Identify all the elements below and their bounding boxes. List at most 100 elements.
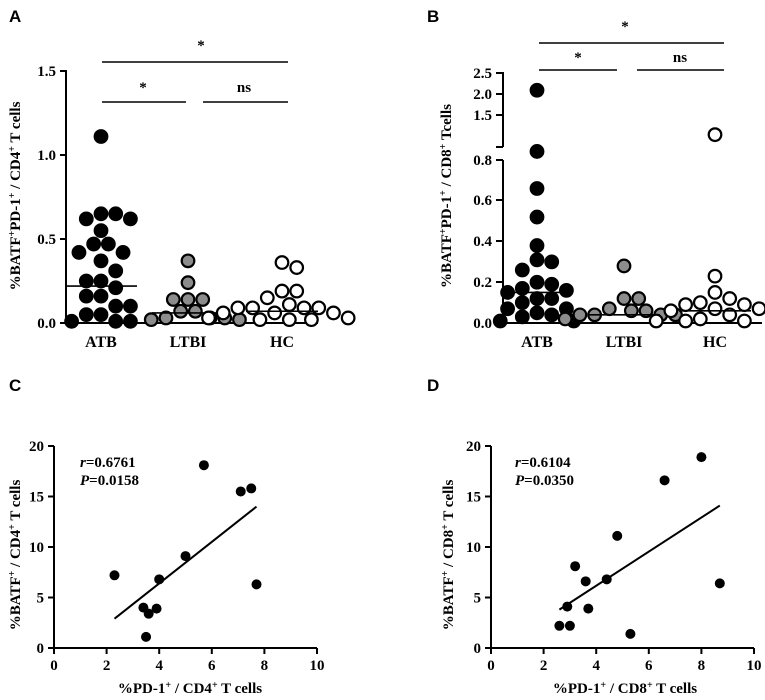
panel-b-point-hc bbox=[722, 307, 738, 323]
panel-a-point-hc bbox=[296, 300, 312, 316]
panel-a-category-label: HC bbox=[270, 334, 294, 351]
panel-b-point-atb bbox=[529, 144, 545, 159]
panel-d-y-tick-label: 5 bbox=[474, 591, 482, 607]
panel-b-y-tick-label: 2.5 bbox=[473, 66, 492, 82]
panel-c-x-tick-label: 2 bbox=[103, 658, 111, 674]
panel-a-point-ltbi bbox=[232, 312, 247, 328]
panel-b-point-ltbi bbox=[616, 258, 632, 274]
panel-b-sig-label: ns bbox=[673, 50, 687, 66]
panel-d-point bbox=[612, 530, 623, 541]
panel-d-axes: 0 2 4 6 8 10 0 5 10 15 20 bbox=[466, 439, 762, 674]
panel-c-p-stat: P=0.0158 bbox=[80, 473, 139, 489]
panel-a-point-hc bbox=[215, 305, 231, 321]
panel-b-label: B bbox=[427, 7, 439, 26]
panel-c-point bbox=[251, 579, 262, 590]
panel-d-point bbox=[601, 574, 612, 585]
panel-b-point-hc bbox=[678, 313, 693, 329]
panel-a-point-atb bbox=[78, 273, 94, 289]
panel-d-point bbox=[554, 620, 565, 631]
panel-c-x-axis-label: %PD-1+ / CD4+ T cells bbox=[118, 680, 262, 698]
panel-d-point bbox=[625, 628, 636, 639]
panel-a-point-ltbi bbox=[180, 253, 196, 269]
panel-c-y-tick-label: 10 bbox=[29, 540, 44, 556]
panel-a-point-atb bbox=[93, 253, 109, 269]
panel-a-sig-label: * bbox=[139, 80, 147, 96]
panel-c-point bbox=[141, 631, 152, 642]
panel-b-point-atb bbox=[492, 313, 508, 329]
panel-d-regression-line bbox=[558, 504, 721, 611]
panel-a-point-hc bbox=[304, 312, 319, 328]
panel-b-point-atb bbox=[514, 295, 530, 311]
panel-c-y-tick-label: 5 bbox=[37, 591, 45, 607]
panel-b-point-hc bbox=[751, 301, 765, 317]
panel-a-point-atb bbox=[108, 298, 124, 314]
panel-b-point-hc bbox=[722, 291, 738, 306]
panel-b-point-ltbi bbox=[601, 301, 617, 317]
panel-b-points bbox=[492, 82, 765, 329]
panel-a-point-atb bbox=[93, 307, 109, 323]
panel-b-point-atb bbox=[514, 280, 530, 296]
panel-b-point-atb bbox=[544, 291, 560, 306]
panel-b-point-hc bbox=[692, 311, 708, 327]
panel-b-y-axis: 0.0 0.2 0.4 0.6 0.8 1.5 2.0 2.5 bbox=[473, 66, 504, 332]
panel-b-y-tick-label: 2.0 bbox=[473, 87, 492, 103]
panel-a-sig-label: ns bbox=[237, 80, 251, 96]
panel-c-y-axis-label: %BATF+ / CD4+ T cells bbox=[7, 480, 25, 631]
panel-c-x-tick-label: 6 bbox=[208, 658, 216, 674]
panel-a-significance: * * ns bbox=[102, 38, 288, 103]
panel-a-point-ltbi bbox=[180, 275, 196, 291]
panel-a-point-atb bbox=[93, 206, 109, 222]
panel-d-y-tick-label: 0 bbox=[474, 641, 482, 657]
panel-a-y-tick-label: 0.0 bbox=[37, 316, 56, 332]
panel-a-category-label: LTBI bbox=[170, 334, 207, 351]
panel-a-point-atb bbox=[122, 211, 138, 227]
panel-c-y-tick-label: 20 bbox=[29, 439, 44, 455]
panel-b-point-ltbi bbox=[631, 291, 647, 306]
panel-a-point-hc bbox=[289, 260, 305, 275]
panel-b-sig-label: * bbox=[621, 19, 629, 35]
panel-a-point-hc bbox=[326, 305, 341, 321]
panel-b-point-atb bbox=[529, 209, 545, 225]
panel-d-x-tick-label: 8 bbox=[698, 658, 706, 674]
panel-c-label: C bbox=[9, 376, 21, 395]
panel-a-point-hc bbox=[274, 255, 290, 270]
panel-c-y-tick-label: 15 bbox=[29, 490, 44, 506]
panel-b-point-atb bbox=[529, 274, 545, 290]
panel-a-point-hc bbox=[289, 283, 305, 299]
panel-d-point bbox=[583, 603, 594, 614]
panel-a-y-axis: 0.0 0.5 1.0 1.5 bbox=[37, 64, 67, 332]
panel-b-point-hc bbox=[692, 295, 708, 311]
panel-d-point bbox=[570, 561, 581, 572]
panel-a-category-label: ATB bbox=[85, 334, 117, 351]
panel-a-y-axis-label: %BATF+PD-1+ / CD4+ T cells bbox=[7, 101, 25, 290]
panel-a-point-hc bbox=[340, 310, 356, 326]
panel-d-x-axis-label: %PD-1+ / CD8+ T cells bbox=[553, 680, 697, 698]
panel-d-y-axis-label: %BATF+ / CD8+ T cells bbox=[440, 480, 458, 631]
panel-a: A %BATF+PD-1+ / CD4+ T cells 0.0 0.5 1.0… bbox=[7, 7, 356, 351]
panel-a-point-atb bbox=[93, 273, 109, 289]
panel-b-y-axis-label: %BATF+PD-1+ / CD8+ Tcells bbox=[438, 104, 456, 288]
panel-a-point-atb bbox=[108, 313, 124, 329]
panel-c-regression-line bbox=[113, 505, 258, 620]
panel-b-point-hc bbox=[707, 285, 723, 300]
panel-b-point-ltbi bbox=[623, 303, 639, 319]
panel-a-y-tick-label: 1.0 bbox=[37, 148, 56, 164]
panel-a-point-atb bbox=[115, 245, 131, 260]
panel-a-point-atb bbox=[78, 211, 94, 227]
panel-b-point-ltbi bbox=[572, 307, 588, 323]
panel-b: B %BATF+PD-1+ / CD8+ Tcells 0.0 0.2 0.4 … bbox=[427, 7, 765, 351]
panel-a-point-ltbi bbox=[195, 292, 211, 307]
panel-b-category-label: HC bbox=[703, 334, 727, 351]
panel-c-point bbox=[143, 608, 154, 619]
panel-a-point-atb bbox=[93, 223, 109, 239]
panel-b-significance: * * ns bbox=[539, 19, 724, 71]
panel-d-x-tick-label: 10 bbox=[747, 658, 762, 674]
panel-d-label: D bbox=[427, 376, 439, 395]
panel-d-point bbox=[580, 576, 591, 587]
panel-b-point-atb bbox=[514, 309, 530, 325]
panel-a-point-ltbi bbox=[180, 292, 196, 307]
panel-a-point-atb bbox=[122, 313, 138, 329]
panel-a-point-atb bbox=[100, 236, 116, 252]
panel-a-point-atb bbox=[78, 288, 94, 304]
